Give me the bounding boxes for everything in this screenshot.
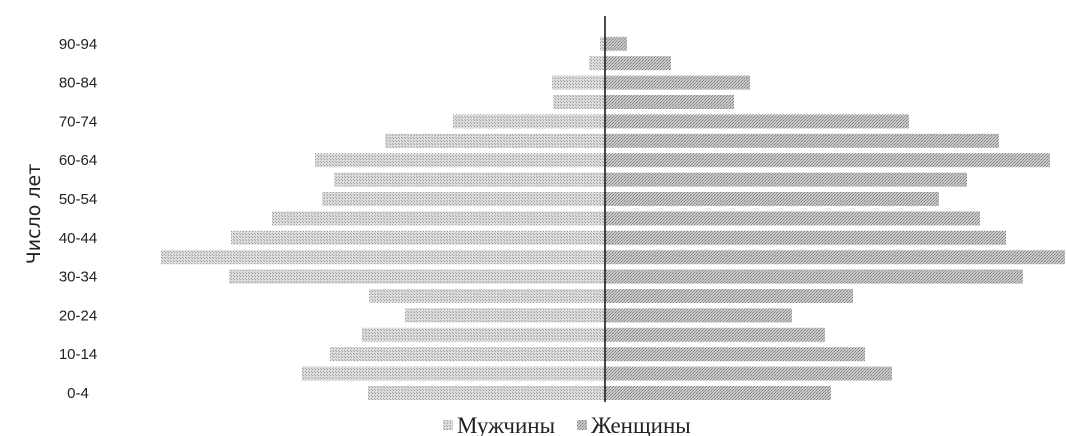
legend-swatch-female — [577, 420, 587, 430]
tick-labels-group: 0-4 10-14 20-24 30-34 40-44 50-54 60-64 70-74 80… — [59, 36, 97, 402]
bar-male-10-14 — [330, 347, 605, 362]
bar-male-70-74 — [453, 114, 605, 129]
bar-male-40-44 — [231, 230, 605, 245]
bar-male-20-24 — [405, 308, 605, 323]
bar-male-45-49 — [272, 211, 605, 226]
bar-male-75-79 — [553, 95, 605, 109]
bar-male-80-84 — [552, 75, 605, 90]
legend: Мужчины Женщины — [443, 413, 691, 436]
bar-male-35-39 — [161, 250, 605, 265]
y-tick-label: 60-64 — [59, 152, 97, 169]
bar-female-15-19 — [605, 327, 825, 342]
y-tick-label: 10-14 — [59, 346, 97, 363]
y-tick-label: 80-84 — [59, 75, 97, 92]
bar-male-55-59 — [334, 172, 605, 187]
bar-female-90-94 — [605, 36, 627, 51]
bar-female-0-4 — [605, 386, 831, 400]
bar-male-15-19 — [362, 327, 605, 342]
legend-label-male: Мужчины — [457, 413, 555, 436]
bar-female-85-89 — [605, 56, 671, 71]
y-tick-label: 70-74 — [59, 113, 97, 130]
bar-male-60-64 — [315, 153, 605, 168]
bar-female-20-24 — [605, 308, 792, 323]
bar-female-45-49 — [605, 211, 980, 226]
bar-female-55-59 — [605, 172, 967, 187]
bar-male-0-4 — [368, 386, 605, 400]
bar-female-80-84 — [605, 75, 750, 90]
bar-female-10-14 — [605, 347, 865, 362]
bar-male-85-89 — [589, 56, 605, 71]
bar-female-70-74 — [605, 114, 909, 129]
bar-male-5-9 — [302, 366, 605, 381]
bar-female-60-64 — [605, 153, 1050, 168]
y-tick-label: 90-94 — [59, 36, 97, 53]
bar-female-35-39 — [605, 250, 1065, 265]
legend-label-female: Женщины — [591, 413, 691, 436]
bar-male-25-29 — [369, 289, 605, 303]
bar-female-25-29 — [605, 289, 853, 303]
bar-female-5-9 — [605, 366, 892, 381]
legend-swatch-male — [443, 420, 453, 430]
bar-female-30-34 — [605, 269, 1023, 284]
y-tick-label: 50-54 — [59, 191, 97, 208]
bar-male-90-94 — [600, 36, 605, 51]
bar-male-65-69 — [385, 133, 605, 148]
bar-male-50-54 — [322, 192, 605, 206]
bar-female-50-54 — [605, 192, 939, 206]
bar-female-40-44 — [605, 230, 1006, 245]
y-tick-label: 20-24 — [59, 307, 97, 324]
bar-female-75-79 — [605, 95, 734, 109]
y-tick-label: 0-4 — [67, 385, 89, 402]
y-tick-label: 30-34 — [59, 269, 97, 286]
y-tick-label: 40-44 — [59, 230, 97, 247]
y-axis-label: Число лет — [23, 164, 45, 265]
bar-female-65-69 — [605, 133, 999, 148]
bar-male-30-34 — [229, 269, 605, 284]
bars-group — [161, 36, 1065, 400]
